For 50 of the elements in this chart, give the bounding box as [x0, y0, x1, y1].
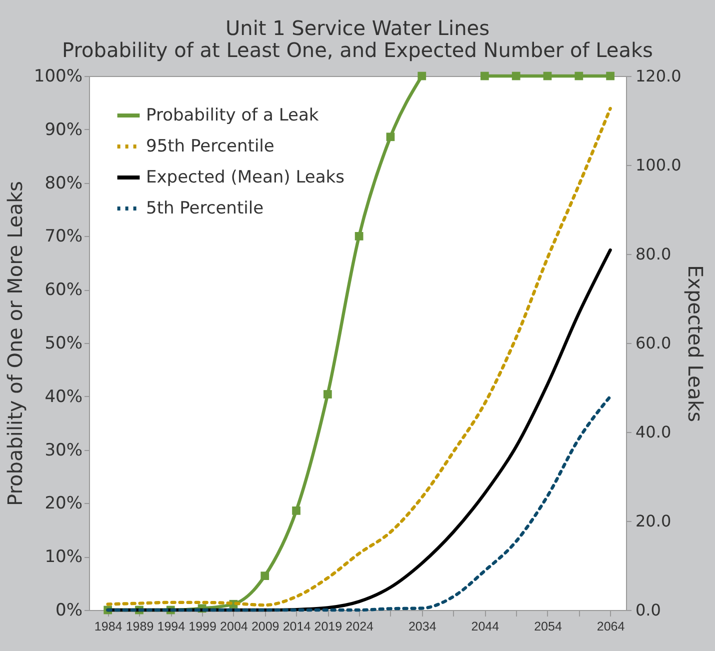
x-tick-label: 2044 — [471, 620, 500, 634]
x-tick-label: 2009 — [251, 620, 280, 634]
point — [543, 72, 552, 80]
y2-tick-label: 100.0 — [636, 156, 682, 174]
x-tick-label: 2004 — [220, 620, 248, 634]
legend-label: 5th Percentile — [146, 198, 264, 218]
x-tick-label: 2034 — [408, 620, 436, 634]
y-tick-label: 10% — [44, 547, 82, 568]
x-tick-label: 2064 — [596, 620, 625, 634]
y-tick-label: 80% — [44, 173, 82, 194]
point — [480, 72, 489, 80]
point — [386, 132, 395, 142]
y-tick-label: 40% — [44, 386, 82, 407]
point — [260, 572, 270, 580]
y-tick-label: 0% — [56, 600, 82, 620]
y-tick-label: 70% — [44, 226, 82, 247]
legend-label: Expected (Mean) Leaks — [146, 168, 345, 188]
y2-tick-label: 60.0 — [636, 334, 672, 352]
y-axis-title: Probability of One or More Leaks — [2, 181, 27, 506]
point — [354, 232, 364, 240]
y2-tick-label: 80.0 — [636, 244, 672, 264]
point — [512, 72, 520, 80]
x-tick-label: 1984 — [94, 620, 122, 634]
y-tick-label: 50% — [44, 334, 82, 354]
x-tick-label: 2024 — [346, 620, 374, 634]
x-tick-label: 2019 — [314, 620, 342, 634]
y-tick-label: 90% — [44, 120, 82, 140]
y2-tick-label: 20.0 — [636, 512, 672, 530]
legend-label: 95th Percentile — [146, 136, 274, 156]
y2-tick-label: 120.0 — [636, 66, 682, 86]
chart-title: Unit 1 Service Water Lines — [225, 16, 490, 40]
x-tick-label: 1999 — [188, 620, 216, 634]
chart-subtitle: Probability of at Least One, and Expected Number of Leaks — [62, 38, 653, 62]
y-tick-label: 30% — [44, 440, 82, 460]
y2-axis-title: Expected Leaks — [683, 264, 708, 422]
point — [574, 72, 584, 80]
point — [292, 506, 300, 515]
point — [418, 72, 426, 80]
x-tick-label: 2054 — [534, 620, 562, 634]
x-tick-label: 1994 — [157, 620, 186, 634]
y-tick-label: 60% — [44, 280, 82, 300]
y-tick-label: 100% — [34, 66, 82, 86]
y-tick-label: 20% — [44, 494, 82, 514]
point — [606, 72, 614, 80]
x-tick-label: 2014 — [282, 620, 311, 634]
x-tick-label: 1989 — [126, 620, 154, 634]
point — [323, 390, 332, 398]
legend-label: Probability of a Leak — [146, 106, 319, 126]
y2-tick-label: 0.0 — [636, 600, 661, 620]
y2-tick-label: 40.0 — [636, 422, 672, 442]
